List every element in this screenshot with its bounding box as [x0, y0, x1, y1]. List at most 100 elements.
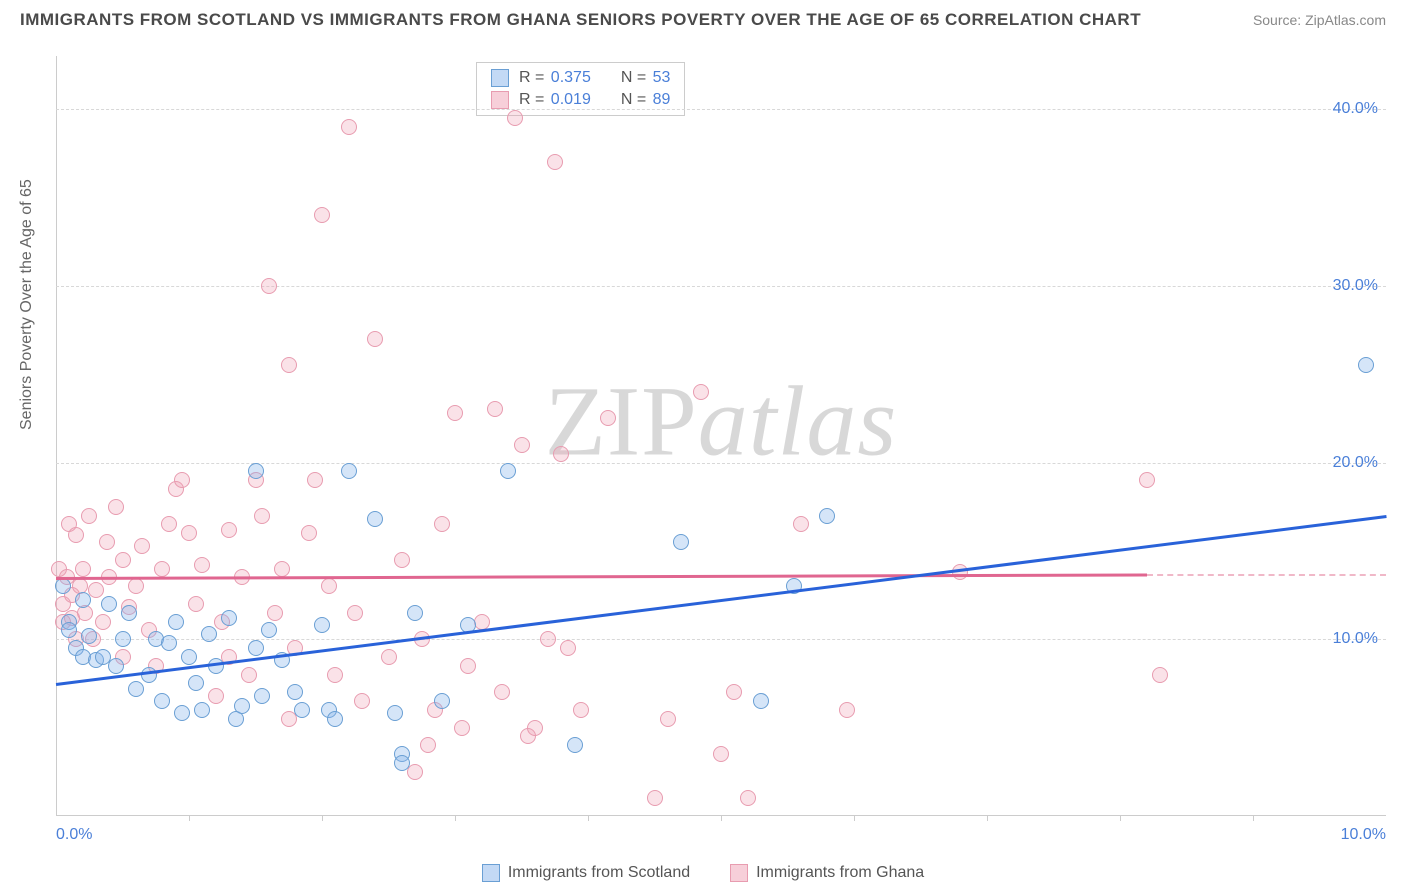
x-tick-mark — [322, 816, 323, 821]
stats-r-value: 0.375 — [551, 69, 591, 86]
data-point-scotland — [294, 702, 310, 718]
data-point-ghana — [1152, 667, 1168, 683]
data-point-ghana — [740, 790, 756, 806]
data-point-ghana — [254, 508, 270, 524]
data-point-ghana — [507, 110, 523, 126]
data-point-ghana — [321, 578, 337, 594]
data-point-scotland — [567, 737, 583, 753]
data-point-ghana — [952, 564, 968, 580]
data-point-ghana — [713, 746, 729, 762]
y-tick-label: 30.0% — [1333, 277, 1378, 295]
data-point-ghana — [839, 702, 855, 718]
data-point-scotland — [248, 463, 264, 479]
data-point-scotland — [61, 622, 77, 638]
data-point-ghana — [420, 737, 436, 753]
data-point-ghana — [381, 649, 397, 665]
data-point-ghana — [527, 720, 543, 736]
data-point-scotland — [819, 508, 835, 524]
data-point-ghana — [161, 516, 177, 532]
legend-swatch-icon — [730, 864, 748, 882]
data-point-scotland — [161, 635, 177, 651]
data-point-scotland — [234, 698, 250, 714]
stats-row: R = 0.375N = 53 — [477, 67, 684, 89]
legend-swatch-icon — [491, 69, 509, 87]
data-point-ghana — [314, 207, 330, 223]
data-point-ghana — [726, 684, 742, 700]
legend-item: Immigrants from Ghana — [730, 864, 924, 882]
data-point-ghana — [115, 552, 131, 568]
x-tick-mark — [854, 816, 855, 821]
data-point-scotland — [121, 605, 137, 621]
stats-n-label: N = 53 — [621, 69, 671, 87]
y-axis-line — [56, 56, 57, 816]
bottom-legend: Immigrants from Scotland Immigrants from … — [0, 864, 1406, 882]
data-point-ghana — [274, 561, 290, 577]
x-tick-mark — [1253, 816, 1254, 821]
data-point-ghana — [108, 499, 124, 515]
data-point-scotland — [327, 711, 343, 727]
y-axis-label: Seniors Poverty Over the Age of 65 — [18, 179, 36, 430]
x-tick-label: 0.0% — [56, 826, 92, 844]
data-point-ghana — [547, 154, 563, 170]
data-point-ghana — [1139, 472, 1155, 488]
data-point-ghana — [301, 525, 317, 541]
data-point-ghana — [573, 702, 589, 718]
data-point-ghana — [553, 446, 569, 462]
data-point-scotland — [115, 631, 131, 647]
data-point-ghana — [95, 614, 111, 630]
trend-line — [56, 574, 1147, 580]
data-point-ghana — [460, 658, 476, 674]
y-tick-label: 10.0% — [1333, 630, 1378, 648]
y-tick-label: 40.0% — [1333, 100, 1378, 118]
data-point-scotland — [673, 534, 689, 550]
data-point-ghana — [99, 534, 115, 550]
trend-line — [56, 516, 1386, 686]
stats-r-label: R = 0.019 — [519, 91, 591, 109]
data-point-ghana — [647, 790, 663, 806]
data-point-ghana — [134, 538, 150, 554]
data-point-scotland — [154, 693, 170, 709]
data-point-ghana — [347, 605, 363, 621]
data-point-scotland — [221, 610, 237, 626]
watermark-atlas: atlas — [698, 365, 897, 476]
watermark-zip: ZIP — [545, 365, 698, 476]
data-point-scotland — [500, 463, 516, 479]
data-point-scotland — [108, 658, 124, 674]
data-point-ghana — [447, 405, 463, 421]
data-point-ghana — [341, 119, 357, 135]
data-point-ghana — [454, 720, 470, 736]
legend-item: Immigrants from Scotland — [482, 864, 690, 882]
x-tick-mark — [588, 816, 589, 821]
stats-n-value: 89 — [653, 91, 671, 108]
data-point-scotland — [394, 755, 410, 771]
y-tick-label: 20.0% — [1333, 454, 1378, 472]
legend-label: Immigrants from Scotland — [508, 864, 690, 882]
data-point-scotland — [254, 688, 270, 704]
data-point-ghana — [241, 667, 257, 683]
scatter-plot: ZIPatlas R = 0.375N = 53R = 0.019N = 89 … — [56, 56, 1386, 816]
data-point-ghana — [174, 472, 190, 488]
stats-row: R = 0.019 N = 89 — [477, 89, 684, 111]
data-point-ghana — [660, 711, 676, 727]
chart-area: ZIPatlas R = 0.375N = 53R = 0.019N = 89 … — [56, 56, 1386, 816]
data-point-scotland — [55, 578, 71, 594]
data-point-scotland — [753, 693, 769, 709]
data-point-ghana — [394, 552, 410, 568]
data-point-scotland — [314, 617, 330, 633]
data-point-scotland — [128, 681, 144, 697]
stats-n-value: 53 — [653, 69, 671, 86]
data-point-scotland — [75, 592, 91, 608]
gridline — [56, 109, 1386, 110]
data-point-ghana — [81, 508, 97, 524]
stats-n-label: N = 89 — [621, 91, 671, 109]
data-point-ghana — [487, 401, 503, 417]
data-point-scotland — [248, 640, 264, 656]
data-point-ghana — [261, 278, 277, 294]
watermark: ZIPatlas — [545, 363, 897, 478]
stats-r-value: 0.019 — [551, 91, 591, 108]
data-point-ghana — [693, 384, 709, 400]
data-point-ghana — [88, 582, 104, 598]
legend-swatch-icon — [482, 864, 500, 882]
data-point-ghana — [68, 527, 84, 543]
data-point-scotland — [341, 463, 357, 479]
